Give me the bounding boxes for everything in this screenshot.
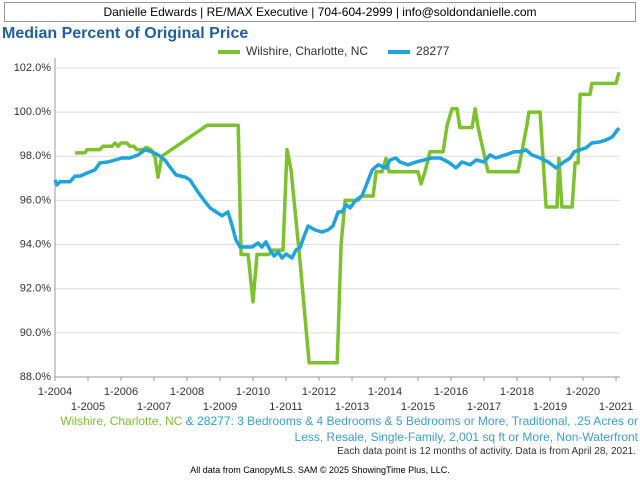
x-tick-label: 1-2011 (269, 401, 302, 413)
legend-label: Wilshire, Charlotte, NC (246, 44, 368, 58)
legend-label: 28277 (416, 44, 450, 58)
caption-series: 28277 (197, 414, 231, 428)
x-tick-label: 1-2021 (599, 401, 633, 413)
caption: Wilshire, Charlotte, NC & 28277: 3 Bedro… (40, 413, 638, 445)
x-tick-label: 1-2013 (335, 401, 369, 413)
x-tick-label: 1-2019 (533, 401, 567, 413)
caption-filters: : 3 Bedrooms & 4 Bedrooms & 5 Bedrooms o… (230, 414, 638, 444)
x-tick-label: 1-2007 (137, 401, 171, 413)
caption-series: Wilshire, Charlotte, NC (60, 414, 183, 428)
x-tick-label: 1-2008 (170, 386, 204, 398)
y-tick-label: 96.0% (20, 194, 51, 206)
y-tick-label: 90.0% (20, 327, 51, 339)
x-tick-label: 1-2018 (500, 386, 534, 398)
footer: All data from CanopyMLS. SAM © 2025 Show… (190, 465, 450, 475)
x-tick-label: 1-2005 (71, 401, 105, 413)
x-tick-label: 1-2017 (467, 401, 501, 413)
series-line (53, 126, 621, 260)
x-tick-label: 1-2012 (302, 386, 336, 398)
x-tick-label: 1-2004 (38, 386, 72, 398)
y-tick-label: 88.0% (20, 371, 51, 383)
x-tick-label: 1-2016 (434, 386, 468, 398)
chart-title: Median Percent of Original Price (2, 25, 249, 42)
x-tick-label: 1-2009 (203, 401, 237, 413)
y-tick-label: 102.0% (14, 62, 52, 74)
series-line (75, 71, 621, 365)
x-tick-label: 1-2010 (236, 386, 270, 398)
x-tick-label: 1-2006 (104, 386, 138, 398)
caption-joiner: & (185, 414, 194, 428)
y-tick-label: 92.0% (20, 283, 51, 295)
y-tick-label: 98.0% (20, 150, 51, 162)
y-tick-label: 100.0% (14, 106, 52, 118)
note: Each data point is 12 months of activity… (337, 446, 636, 457)
header: Danielle Edwards | RE/MAX Executive | 70… (4, 2, 636, 22)
x-tick-label: 1-2014 (368, 386, 402, 398)
x-tick-label: 1-2015 (401, 401, 435, 413)
y-tick-label: 94.0% (20, 238, 51, 250)
x-tick-label: 1-2020 (566, 386, 600, 398)
